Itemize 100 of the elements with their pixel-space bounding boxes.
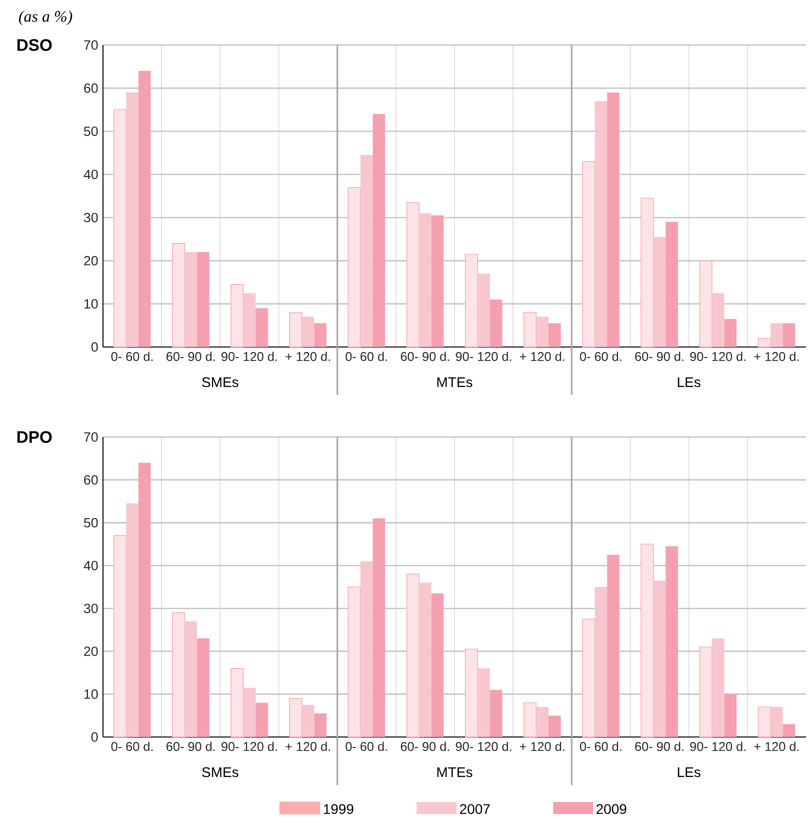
bar — [478, 668, 490, 737]
x-tick-label: + 120 d. — [754, 352, 799, 362]
y-tick-label: 60 — [84, 83, 98, 93]
bar — [640, 544, 654, 738]
x-tick-label: 60- 90 d. — [635, 742, 684, 752]
bar — [653, 580, 666, 737]
bar — [607, 92, 620, 347]
bar — [490, 300, 502, 347]
bar — [372, 518, 386, 737]
x-tick-label: 0- 60 d. — [111, 742, 153, 752]
text: SMEs — [202, 377, 238, 388]
x-tick-label: 60- 90 d. — [166, 352, 215, 362]
bar — [782, 724, 796, 737]
bar — [348, 586, 361, 738]
x-tick-label: 0- 60 d. — [580, 742, 622, 752]
bar — [464, 648, 478, 738]
text: MTEs — [437, 767, 472, 778]
x-tick-label: 90- 120 d. — [222, 742, 277, 752]
bar — [230, 668, 244, 738]
bar — [289, 698, 302, 738]
bar — [126, 92, 138, 347]
x-tick-label: 90- 120 d. — [690, 352, 746, 362]
y-tick-label: 70 — [84, 40, 98, 50]
bar — [302, 704, 314, 737]
x-tick-label: + 120 d. — [520, 352, 564, 362]
bar — [548, 716, 561, 737]
x-tick-label: + 120 d. — [520, 742, 564, 752]
bar — [536, 707, 549, 737]
bar — [197, 638, 210, 737]
bar — [582, 161, 596, 348]
bar — [582, 618, 596, 738]
x-tick-label: + 120 d. — [754, 742, 799, 752]
bar — [138, 70, 151, 347]
x-tick-label: 90- 120 d. — [690, 742, 746, 752]
bar — [314, 713, 326, 737]
y-tick-label: 60 — [84, 475, 98, 485]
legend-label: 1999 — [324, 804, 354, 814]
x-tick-label: 90- 120 d. — [456, 352, 512, 362]
bar — [478, 274, 490, 347]
y-tick-label: 40 — [84, 560, 98, 570]
bar — [256, 702, 268, 737]
bar — [524, 312, 537, 348]
bar — [138, 462, 151, 737]
bar — [758, 338, 771, 348]
bar — [594, 587, 608, 737]
y-tick-label: 0 — [91, 342, 98, 352]
text: MTEs — [437, 377, 472, 388]
bar — [607, 554, 620, 737]
bar — [548, 323, 561, 347]
x-tick-label: 90- 120 d. — [222, 352, 277, 362]
y-tick-label: 30 — [84, 604, 98, 614]
bar — [536, 316, 549, 347]
bar — [406, 202, 420, 348]
bar — [406, 574, 420, 738]
bar — [372, 114, 386, 347]
bar — [666, 222, 678, 347]
bar — [230, 284, 244, 348]
text: LEs — [678, 377, 700, 388]
bar — [348, 186, 361, 348]
bar — [666, 546, 678, 737]
bar — [360, 155, 373, 347]
bar — [243, 293, 256, 347]
x-tick-label: 60- 90 d. — [635, 352, 684, 362]
y-tick-label: 40 — [84, 170, 98, 180]
bar — [594, 101, 608, 347]
x-tick-label: 0- 60 d. — [580, 352, 622, 362]
bar — [770, 323, 783, 347]
bar — [653, 236, 666, 347]
bar — [699, 260, 712, 348]
bar — [184, 621, 198, 737]
bar — [724, 318, 737, 347]
chart-title: DSO — [17, 39, 52, 51]
y-tick-label: 30 — [84, 212, 98, 222]
bar — [184, 252, 198, 347]
bar — [113, 535, 127, 738]
x-tick-label: 0- 60 d. — [346, 352, 387, 362]
bar — [770, 707, 783, 737]
legend-label: 2007 — [460, 804, 490, 814]
bar — [419, 213, 432, 347]
x-tick-label: 0- 60 d. — [111, 352, 153, 362]
bar — [464, 254, 478, 348]
bar — [431, 215, 444, 347]
bar — [256, 308, 268, 347]
x-tick-label: 60- 90 d. — [400, 352, 450, 362]
bar — [172, 612, 186, 738]
bar — [360, 561, 373, 737]
bar — [289, 312, 302, 348]
x-tick-label: 60- 90 d. — [166, 742, 215, 752]
y-tick-label: 10 — [84, 689, 98, 699]
bar — [419, 582, 432, 737]
bar — [782, 323, 796, 347]
bar — [243, 688, 256, 737]
bar — [712, 293, 724, 347]
bar — [640, 198, 654, 348]
y-tick-label: 10 — [84, 299, 98, 309]
legend-label: 2009 — [596, 804, 626, 814]
y-tick-label: 70 — [84, 432, 98, 442]
x-tick-label: 90- 120 d. — [456, 742, 512, 752]
bar — [314, 323, 326, 347]
y-tick-label: 20 — [84, 646, 98, 656]
